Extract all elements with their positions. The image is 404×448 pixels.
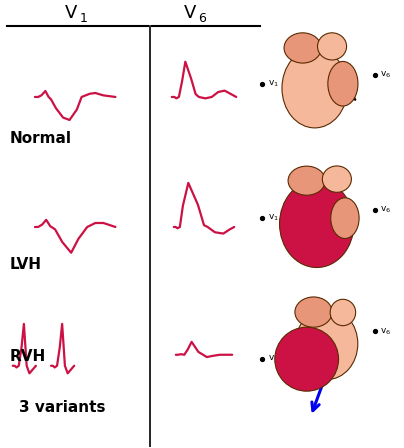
Text: RVH: RVH [10,349,46,365]
Ellipse shape [284,33,321,63]
Text: v$_1$: v$_1$ [268,354,279,364]
Text: v$_1$: v$_1$ [268,78,279,89]
Ellipse shape [275,327,339,391]
Text: v$_6$: v$_6$ [380,70,391,80]
Text: Normal: Normal [10,131,72,146]
Ellipse shape [330,299,356,326]
Text: 3 variants: 3 variants [19,400,105,415]
Ellipse shape [288,166,325,195]
Ellipse shape [295,297,332,327]
Ellipse shape [331,198,359,238]
Ellipse shape [328,61,358,106]
Text: V: V [184,4,196,22]
Ellipse shape [280,180,354,267]
Ellipse shape [322,166,351,192]
Text: v$_6$: v$_6$ [380,205,391,215]
Text: v$_6$: v$_6$ [380,326,391,336]
Ellipse shape [296,308,358,379]
Text: v$_1$: v$_1$ [268,213,279,224]
Text: 6: 6 [198,12,206,25]
Text: V: V [65,4,77,22]
Text: LVH: LVH [10,257,42,272]
Text: 1: 1 [79,12,87,25]
Ellipse shape [282,48,347,128]
Ellipse shape [318,33,347,60]
